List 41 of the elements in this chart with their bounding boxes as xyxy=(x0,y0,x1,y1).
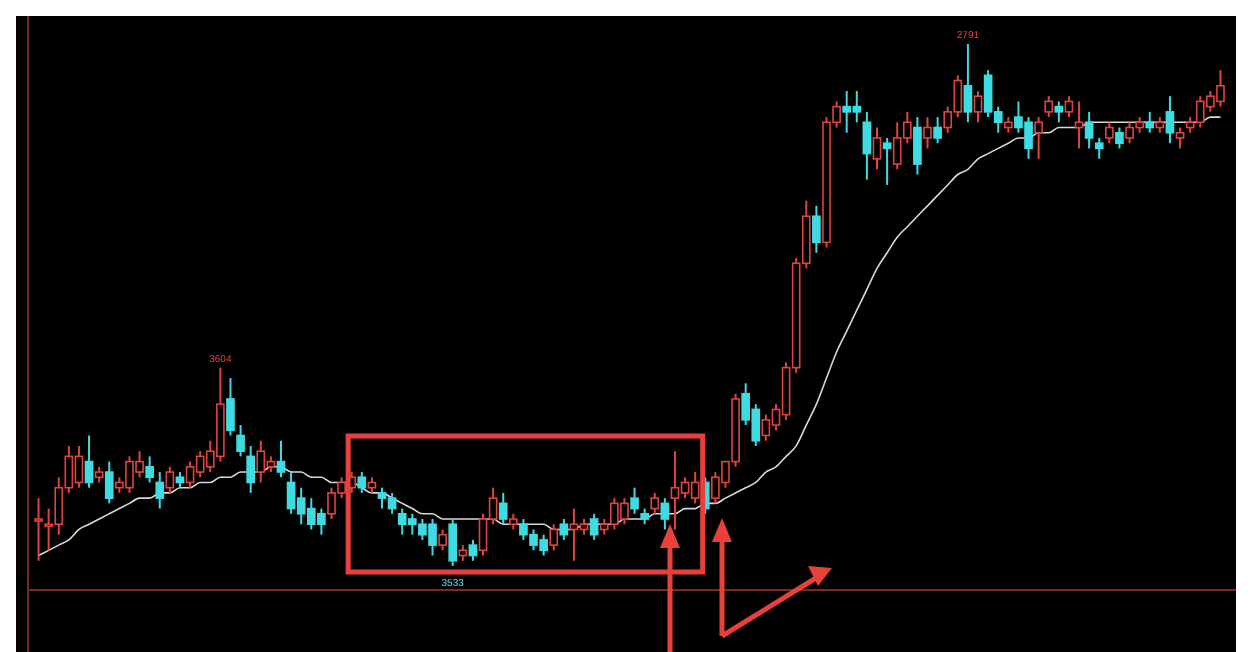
candlestick xyxy=(660,497,670,531)
candlestick xyxy=(923,116,932,150)
candlestick xyxy=(882,136,892,186)
candlestick xyxy=(1044,95,1054,119)
candlestick xyxy=(1094,136,1104,160)
candlestick xyxy=(549,523,559,552)
candlestick xyxy=(498,491,508,526)
candlestick xyxy=(862,110,872,181)
candlestick xyxy=(812,204,821,254)
candlestick xyxy=(973,89,983,124)
candlestick xyxy=(155,471,165,510)
candlestick xyxy=(1175,126,1185,150)
candlestick xyxy=(1034,116,1043,160)
candlestick xyxy=(630,486,639,515)
candlestick xyxy=(913,116,922,176)
candlestick xyxy=(1145,110,1155,134)
candlestick xyxy=(1064,95,1074,119)
candlestick xyxy=(933,116,942,145)
candlestick xyxy=(34,497,43,562)
candlestick xyxy=(1054,100,1064,124)
candlestick xyxy=(84,434,94,489)
candlestick xyxy=(226,377,235,437)
candlestick xyxy=(1084,110,1094,150)
candlestick xyxy=(589,512,599,541)
candlestick xyxy=(1115,126,1124,150)
candlestick xyxy=(276,439,286,479)
candlestick xyxy=(357,471,367,494)
candlestick xyxy=(236,424,245,458)
candlestick xyxy=(1105,121,1114,145)
candlestick xyxy=(872,126,882,171)
candlestick xyxy=(559,518,569,541)
candlestick xyxy=(468,538,478,562)
candlestick xyxy=(448,518,458,567)
candlestick xyxy=(246,444,256,494)
candlestick xyxy=(1165,95,1175,145)
candlestick xyxy=(963,43,973,124)
candlestick xyxy=(438,528,447,552)
candlestick xyxy=(650,491,660,515)
candlestick xyxy=(165,465,175,494)
candlestick xyxy=(104,460,114,505)
candlestick xyxy=(145,455,154,484)
